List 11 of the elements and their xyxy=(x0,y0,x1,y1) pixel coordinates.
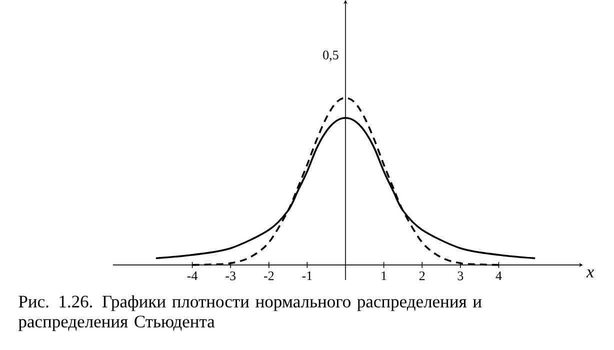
x-tick-label: -3 xyxy=(226,271,236,280)
x-tick-label: 3 xyxy=(458,271,464,280)
text: Рис. 1.26. Графики плотности нормального распределения и распределения Стьюдента xyxy=(18,295,482,332)
x-tick-label: -4 xyxy=(187,271,198,280)
x-tick-label: 1 xyxy=(382,271,386,280)
x-tick-label: 2 xyxy=(419,271,425,280)
x-tick-label: 4 xyxy=(496,271,502,280)
x-tick-label: -1 xyxy=(302,271,312,280)
x-tick-label: -2 xyxy=(264,271,274,280)
x-axis-title: x xyxy=(586,270,594,278)
text: 0,5 xyxy=(323,50,338,62)
